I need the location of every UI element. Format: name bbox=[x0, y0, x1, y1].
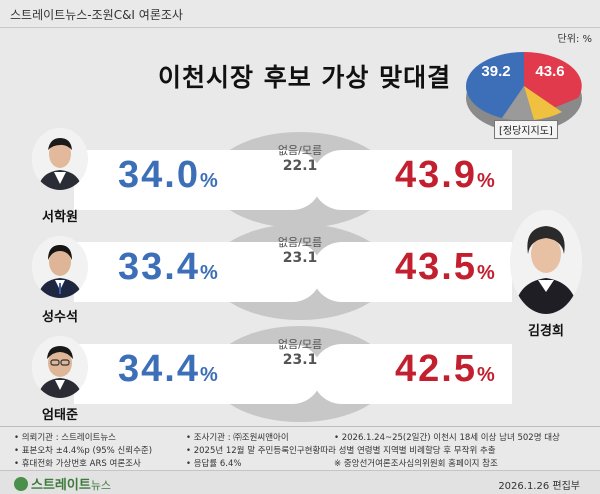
footer-bar: 스트레이트뉴스 2026.1.26 편집부 bbox=[0, 470, 600, 494]
candidate-pct: 34.0% bbox=[118, 154, 218, 196]
pie-slice-left-body bbox=[465, 86, 524, 118]
pie-slice-gray bbox=[502, 86, 534, 121]
matchup-row: 없음/모름 23.1 33.4% 43.5% bbox=[0, 224, 600, 320]
note: • 휴대전화 가상번호 ARS 여론조사 bbox=[14, 459, 141, 469]
pie-left-value: 39.2 bbox=[481, 63, 510, 80]
pie-slice-other bbox=[524, 86, 562, 120]
none-label: 없음/모름 bbox=[277, 236, 323, 249]
main-title: 이천시장 후보 가상 맞대결 bbox=[158, 63, 452, 92]
opponent-bar bbox=[312, 150, 512, 210]
candidate-pct: 34.4% bbox=[118, 348, 218, 390]
candidate-portrait bbox=[32, 236, 88, 298]
none-value: 22.1 bbox=[282, 158, 318, 174]
note: • 의뢰기관 : 스트레이트뉴스 bbox=[14, 433, 117, 443]
candidate-bar bbox=[74, 150, 322, 210]
opponent-pct: 43.9% bbox=[395, 154, 495, 196]
candidate-pct: 33.4% bbox=[118, 246, 218, 288]
pie-slice-left bbox=[466, 52, 524, 86]
opponent-portrait bbox=[510, 210, 582, 314]
candidate-bar bbox=[74, 344, 322, 404]
candidate-bar bbox=[74, 242, 322, 302]
logo-mark-icon bbox=[14, 477, 28, 491]
note: ※ 중앙선거여론조사심의위원회 홈페이지 참조 bbox=[334, 459, 498, 469]
note: • 응답률 6.4% bbox=[186, 459, 242, 469]
opponent-bar bbox=[312, 344, 512, 404]
matchup-row: 없음/모름 23.1 34.4% 42.5% bbox=[0, 326, 600, 422]
edit-date: 2026.1.26 편집부 bbox=[498, 481, 580, 492]
survey-notes: • 의뢰기관 : 스트레이트뉴스 • 표본오차 ±4.4%p (95% 신뢰수준… bbox=[0, 426, 600, 470]
note: • 조사기관 : ㈜조원씨앤아이 bbox=[186, 433, 289, 443]
top-bar: 스트레이트뉴스-조원C&I 여론조사 bbox=[0, 0, 600, 28]
candidate-name: 엄태준 bbox=[42, 408, 78, 423]
none-value: 23.1 bbox=[282, 250, 318, 266]
opponent-pct: 42.5% bbox=[395, 348, 495, 390]
note: • 2025년 12월 말 주민등록인구현황따라 성별 연령별 지역별 비례할당… bbox=[186, 446, 496, 456]
pie-caption: [정당지지도] bbox=[494, 120, 558, 139]
opponent-pct: 43.5% bbox=[395, 246, 495, 288]
source-title: 스트레이트뉴스-조원C&I 여론조사 bbox=[10, 8, 183, 22]
candidate-portrait bbox=[32, 336, 88, 398]
party-support-pie: 39.2 43.6 bbox=[462, 46, 586, 142]
none-label: 없음/모름 bbox=[277, 144, 323, 157]
candidate-name: 성수석 bbox=[42, 310, 78, 325]
note: • 표본오차 ±4.4%p (95% 신뢰수준) bbox=[14, 446, 153, 456]
matchup-row: 없음/모름 22.1 34.0% 43.9% bbox=[0, 132, 600, 228]
candidate-name: 서학원 bbox=[42, 210, 78, 225]
none-label: 없음/모름 bbox=[277, 338, 323, 351]
none-value: 23.1 bbox=[282, 352, 318, 368]
candidate-portrait bbox=[32, 128, 88, 190]
opponent-bar bbox=[312, 242, 512, 302]
logo: 스트레이트뉴스 bbox=[14, 474, 111, 493]
unit-label: 단위: % bbox=[557, 34, 592, 45]
opponent-name: 김경희 bbox=[528, 324, 564, 339]
pie-right-value: 43.6 bbox=[535, 63, 564, 80]
note: • 2026.1.24~25(2일간) 이천시 18세 이상 남녀 502명 대… bbox=[334, 433, 560, 443]
